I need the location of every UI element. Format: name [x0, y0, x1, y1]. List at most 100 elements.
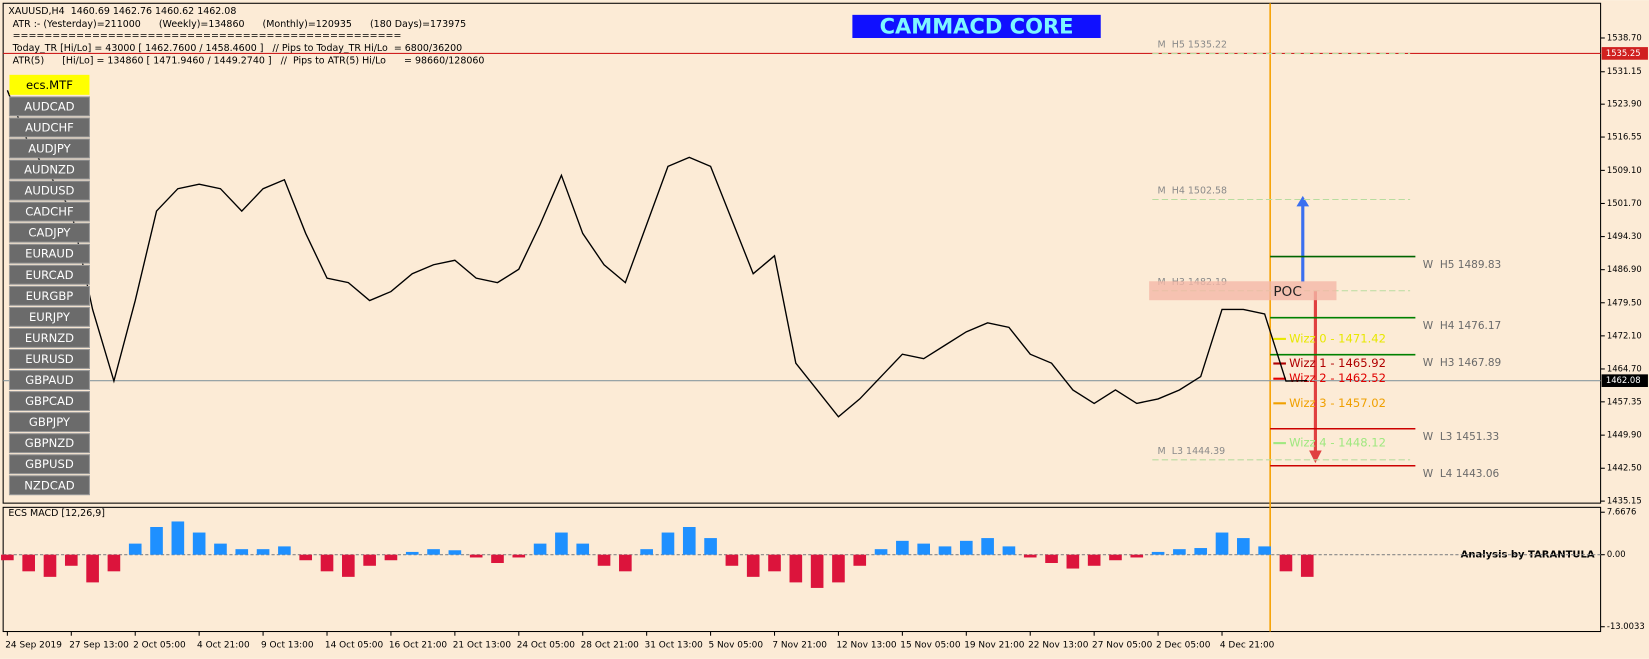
symbol-button-label[interactable]: GBPJPY	[29, 415, 71, 429]
x-tick-label: 27 Sep 13:00	[69, 641, 129, 651]
symbol-button-box[interactable]	[8, 201, 90, 222]
symbol-button-box[interactable]	[8, 454, 90, 475]
macd-bar	[789, 554, 803, 583]
symbol-button[interactable]: EURUSD	[8, 348, 90, 369]
symbol-button[interactable]: GBPJPY	[8, 412, 90, 433]
symbol-button[interactable]: GBPAUD	[8, 370, 90, 391]
x-tick-label: 22 Nov 13:00	[1028, 641, 1089, 651]
atr5-line: ATR(5) [Hi/Lo] = 134860 [ 1471.9460 / 14…	[13, 56, 485, 67]
macd-bar	[235, 549, 249, 555]
symbol-button[interactable]: AUDCAD	[8, 96, 90, 117]
macd-bar	[469, 554, 483, 558]
x-tick-label: 24 Sep 2019	[5, 641, 62, 651]
symbol-button-label[interactable]: CADCHF	[25, 205, 73, 219]
symbol-button-label[interactable]: AUDJPY	[28, 142, 71, 156]
price-panel	[2, 2, 1602, 504]
symbol-button-box[interactable]	[8, 412, 90, 433]
symbol-button-box[interactable]	[8, 391, 90, 412]
symbol-button[interactable]: CADJPY	[8, 222, 90, 243]
symbol-button-box[interactable]	[8, 159, 90, 180]
macd-bar	[150, 527, 163, 555]
symbol-button[interactable]: ecs.MTF	[9, 74, 90, 95]
wizz-level-label: Wizz 1 - 1465.92	[1289, 356, 1386, 370]
banner-box	[852, 14, 1101, 39]
symbol-button[interactable]: CADCHF	[8, 201, 90, 222]
symbol-button-label[interactable]: ecs.MTF	[26, 78, 73, 92]
y-tick-label: 0.00	[1607, 549, 1626, 559]
symbol-button-label[interactable]: NZDCAD	[24, 478, 74, 492]
symbol-button-box[interactable]	[8, 180, 90, 201]
macd-bar	[640, 549, 653, 555]
up-arrow-head	[1296, 195, 1310, 207]
symbol-button-box[interactable]	[8, 243, 90, 264]
symbol-button[interactable]: AUDJPY	[8, 138, 90, 159]
macd-bar	[512, 554, 526, 558]
macd-bar	[1258, 546, 1271, 555]
symbol-button-box[interactable]	[8, 433, 90, 454]
symbol-button-label[interactable]: EURAUD	[25, 247, 74, 261]
macd-bar	[704, 538, 717, 555]
y-tick-label: 1442.50	[1607, 463, 1642, 473]
symbol-button-label[interactable]: AUDNZD	[24, 163, 75, 177]
symbol-button-box[interactable]	[8, 117, 90, 138]
separator: ========================================…	[13, 30, 402, 41]
symbol-button-label[interactable]: EURUSD	[25, 352, 74, 366]
symbol-button[interactable]: GBPNZD	[8, 433, 90, 454]
weekly-level-label: W H4 1476.17	[1423, 320, 1502, 332]
macd-bar	[384, 554, 398, 561]
macd-bar	[1173, 549, 1186, 555]
symbol-button-box[interactable]	[8, 222, 90, 243]
banner: CAMMACD CORE	[880, 13, 1074, 38]
weekly-level-label: W H3 1467.89	[1423, 357, 1502, 369]
x-tick-label: 31 Oct 13:00	[645, 641, 704, 651]
symbol-button-box[interactable]	[8, 96, 90, 117]
symbol-button-label[interactable]: GBPCAD	[25, 394, 74, 408]
x-tick-label: 27 Nov 05:00	[1092, 641, 1153, 651]
symbol-button-box[interactable]	[8, 370, 90, 391]
symbol-button[interactable]: EURJPY	[8, 306, 90, 327]
symbol-button-label[interactable]: EURGBP	[26, 289, 74, 303]
macd-bar	[619, 554, 632, 572]
symbol-button[interactable]: GBPUSD	[8, 454, 90, 475]
x-tick-label: 4 Oct 21:00	[197, 641, 250, 651]
macd-bar	[959, 540, 973, 555]
symbol-button-box[interactable]	[8, 138, 90, 159]
symbol-button[interactable]: EURAUD	[8, 243, 90, 264]
y-tick-label: 1494.30	[1607, 231, 1642, 241]
symbol-button[interactable]: NZDCAD	[8, 475, 90, 496]
symbol-button-box[interactable]	[8, 264, 90, 285]
macd-bar	[810, 554, 824, 588]
x-tick-label: 2 Oct 05:00	[133, 641, 186, 651]
y-tick-label: -13.0033	[1607, 621, 1645, 631]
macd-bar	[832, 554, 845, 583]
symbol-button[interactable]: AUDUSD	[8, 180, 90, 201]
symbol-button-box[interactable]	[8, 306, 90, 327]
symbol-button-label[interactable]: AUDCHF	[25, 120, 74, 134]
symbol-button-box[interactable]	[8, 327, 90, 348]
symbol-button-box[interactable]	[8, 475, 90, 496]
symbol-button-label[interactable]: AUDUSD	[24, 184, 74, 198]
symbol-button[interactable]: EURCAD	[8, 264, 90, 285]
macd-bar	[1279, 554, 1293, 572]
x-tick-label: 24 Oct 05:00	[517, 641, 576, 651]
symbol-button-box[interactable]	[9, 74, 90, 95]
symbol-button[interactable]: AUDNZD	[8, 159, 90, 180]
macd-bar	[405, 551, 419, 555]
symbol-button-label[interactable]: EURNZD	[25, 331, 74, 345]
macd-bar	[342, 554, 355, 577]
symbol-button-box[interactable]	[8, 348, 90, 369]
symbol-button-label[interactable]: EURJPY	[29, 310, 71, 324]
macd-bar	[320, 554, 334, 572]
symbol-button-box[interactable]	[8, 285, 90, 306]
symbol-button[interactable]: AUDCHF	[8, 117, 90, 138]
symbol-button-label[interactable]: CADJPY	[28, 226, 71, 240]
symbol-button-label[interactable]: GBPAUD	[25, 373, 73, 387]
symbol-button-label[interactable]: AUDCAD	[24, 99, 74, 113]
symbol-button-label[interactable]: EURCAD	[25, 268, 73, 282]
symbol-button-label[interactable]: GBPNZD	[25, 436, 74, 450]
symbol-button[interactable]: EURNZD	[8, 327, 90, 348]
symbol-button-label[interactable]: GBPUSD	[25, 457, 74, 471]
macd-bar	[22, 554, 35, 572]
symbol-button[interactable]: EURGBP	[8, 285, 90, 306]
symbol-button[interactable]: GBPCAD	[8, 391, 90, 412]
